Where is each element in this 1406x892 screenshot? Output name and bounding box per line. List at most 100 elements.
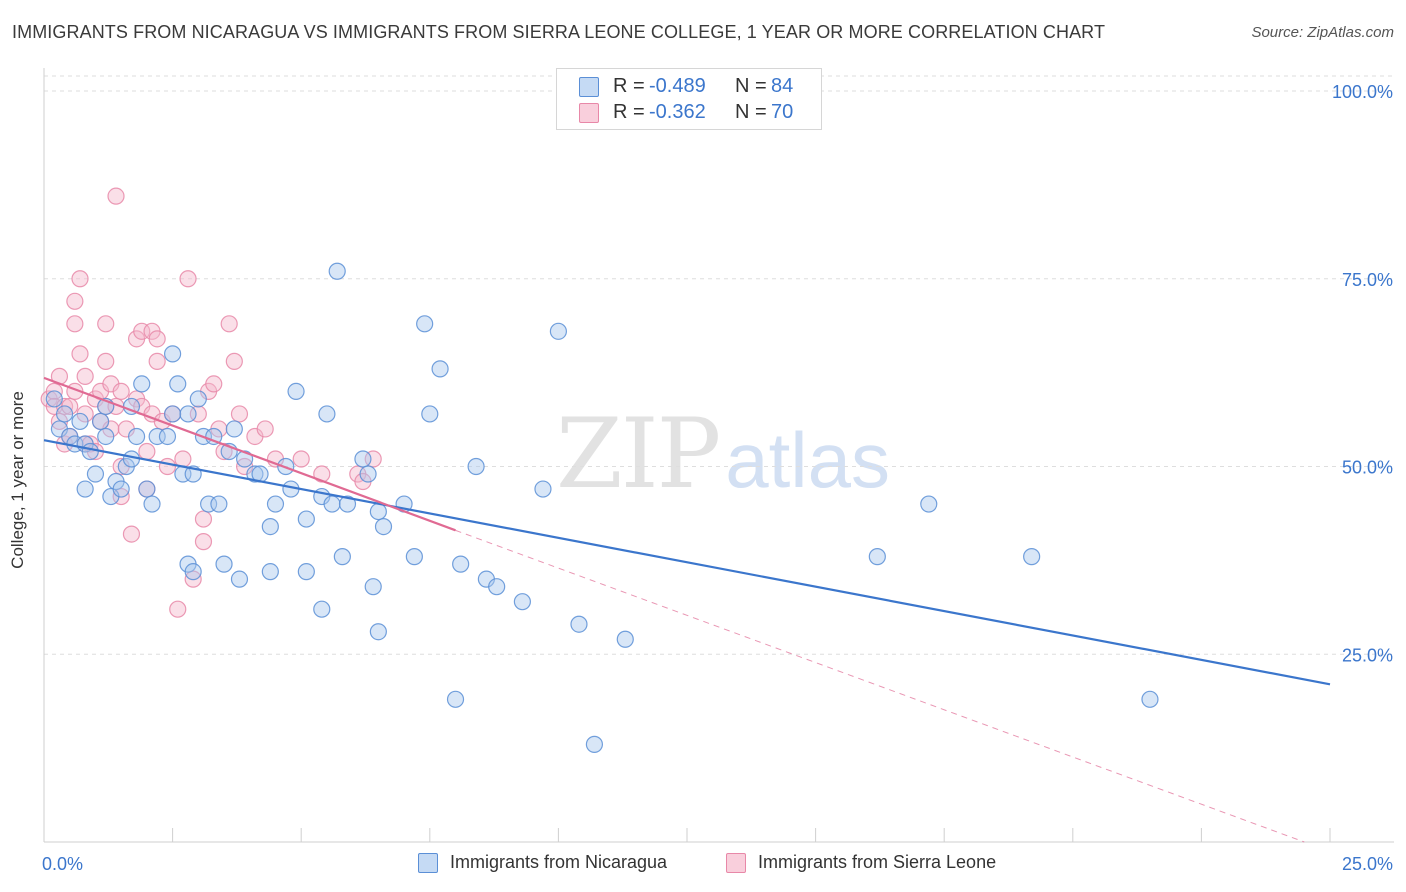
sierra-leone-point (225, 352, 243, 370)
sierra-leone-point (66, 315, 84, 333)
sierra-leone-point (292, 450, 310, 468)
nicaragua-point (225, 420, 243, 438)
nicaragua-point (138, 480, 156, 498)
nicaragua-point (920, 495, 938, 513)
nicaragua-point (76, 480, 94, 498)
sierra-leone-point (158, 457, 177, 476)
y-tick-label: 100.0% (1332, 82, 1393, 102)
source-credit: Source: ZipAtlas.com (1251, 24, 1394, 41)
nicaragua-point (616, 630, 634, 648)
nicaragua-point (189, 390, 207, 408)
nicaragua-point (112, 480, 130, 498)
legend-swatch-sierra-leone (579, 103, 599, 123)
nicaragua-point (446, 690, 465, 708)
nicaragua-point (354, 450, 372, 468)
legend-n-label: N = (735, 75, 767, 97)
nicaragua-point (45, 390, 63, 408)
sierra-leone-point (313, 465, 331, 483)
nicaragua-point (318, 405, 336, 423)
y-axis-title: College, 1 year or more (8, 391, 27, 569)
bottom-legend-label: Immigrants from Sierra Leone (758, 852, 997, 872)
sierra-leone-point (97, 315, 115, 333)
sierra-leone-point (71, 270, 89, 288)
sierra-leone-point (148, 330, 166, 348)
nicaragua-point (868, 548, 886, 566)
nicaragua-points (45, 262, 1159, 753)
bottom-legend-label: Immigrants from Nicaragua (450, 852, 668, 872)
nicaragua-point (323, 495, 341, 513)
nicaragua-point (421, 405, 439, 423)
sierra-leone-point (220, 315, 238, 333)
sierra-leone-point (194, 533, 213, 551)
sierra-leone-point (148, 352, 166, 370)
nicaragua-point (513, 593, 531, 611)
legend-r-value: -0.362 (649, 101, 706, 123)
nicaragua-point (236, 450, 254, 468)
nicaragua-point (246, 465, 264, 483)
nicaragua-point (133, 375, 151, 393)
nicaragua-point (179, 405, 197, 423)
legend-r-label: R = (613, 75, 645, 97)
sierra-leone-point (112, 382, 130, 401)
nicaragua-point (1023, 548, 1041, 566)
nicaragua-point (261, 517, 279, 536)
sierra-leone-point (66, 292, 84, 310)
nicaragua-point (328, 262, 346, 280)
nicaragua-point (261, 563, 279, 581)
y-tick-label: 50.0% (1342, 458, 1393, 478)
x-tick-label: 25.0% (1342, 854, 1393, 874)
nicaragua-point (158, 427, 177, 446)
bottom-legend-swatch-sierra-leone (726, 853, 746, 873)
sierra-leone-points (40, 187, 382, 618)
sierra-leone-point (169, 600, 187, 618)
nicaragua-point (431, 360, 449, 378)
bottom-legend-swatch-nicaragua (418, 853, 438, 873)
nicaragua-point (297, 510, 315, 528)
nicaragua-point (585, 735, 604, 753)
sierra-leone-point (194, 510, 213, 528)
nicaragua-point (97, 427, 115, 446)
nicaragua-point (1141, 690, 1159, 708)
sierra-leone-point (179, 270, 197, 288)
nicaragua-point (266, 495, 285, 513)
sierra-leone-point (76, 367, 94, 385)
nicaragua-point (169, 375, 187, 393)
y-tick-label: 75.0% (1342, 270, 1393, 290)
nicaragua-point (210, 495, 228, 513)
sierra-leone-point (122, 525, 141, 543)
nicaragua-point (230, 570, 249, 588)
nicaragua-point (369, 623, 387, 641)
chart-title: IMMIGRANTS FROM NICARAGUA VS IMMIGRANTS … (12, 22, 1106, 42)
nicaragua-point (287, 382, 305, 401)
legend-n-value: 70 (771, 101, 794, 123)
nicaragua-point (184, 563, 202, 581)
sierra-leone-point (71, 345, 89, 363)
bottom-legend-nicaragua: Immigrants from Nicaragua (418, 852, 718, 876)
nicaragua-point (333, 548, 351, 566)
legend-n-value: 84 (771, 75, 794, 97)
watermark-zip: ZIP (556, 398, 721, 510)
sierra-leone-trend-extension (455, 529, 1305, 843)
nicaragua-point (86, 465, 105, 483)
nicaragua-point (369, 502, 387, 521)
nicaragua-point (359, 465, 377, 483)
nicaragua-point (313, 600, 331, 618)
sierra-leone-point (230, 405, 249, 423)
nicaragua-point (215, 555, 233, 573)
legend-n-label: N = (735, 101, 767, 123)
nicaragua-point (374, 517, 393, 536)
nicaragua-point (164, 345, 182, 363)
nicaragua-point (452, 555, 470, 573)
sierra-leone-point (138, 442, 156, 461)
nicaragua-point (164, 405, 182, 423)
watermark: ZIPatlas (556, 398, 890, 510)
nicaragua-point (205, 427, 223, 446)
nicaragua-point (416, 315, 434, 333)
sierra-leone-point (107, 187, 125, 205)
watermark-atlas: atlas (725, 416, 890, 504)
nicaragua-point (127, 427, 146, 446)
legend-r-value: -0.489 (649, 75, 706, 97)
nicaragua-point (55, 405, 74, 423)
correlation-legend: R = -0.489 N = 84 R = -0.362 N = 70 (556, 68, 822, 130)
